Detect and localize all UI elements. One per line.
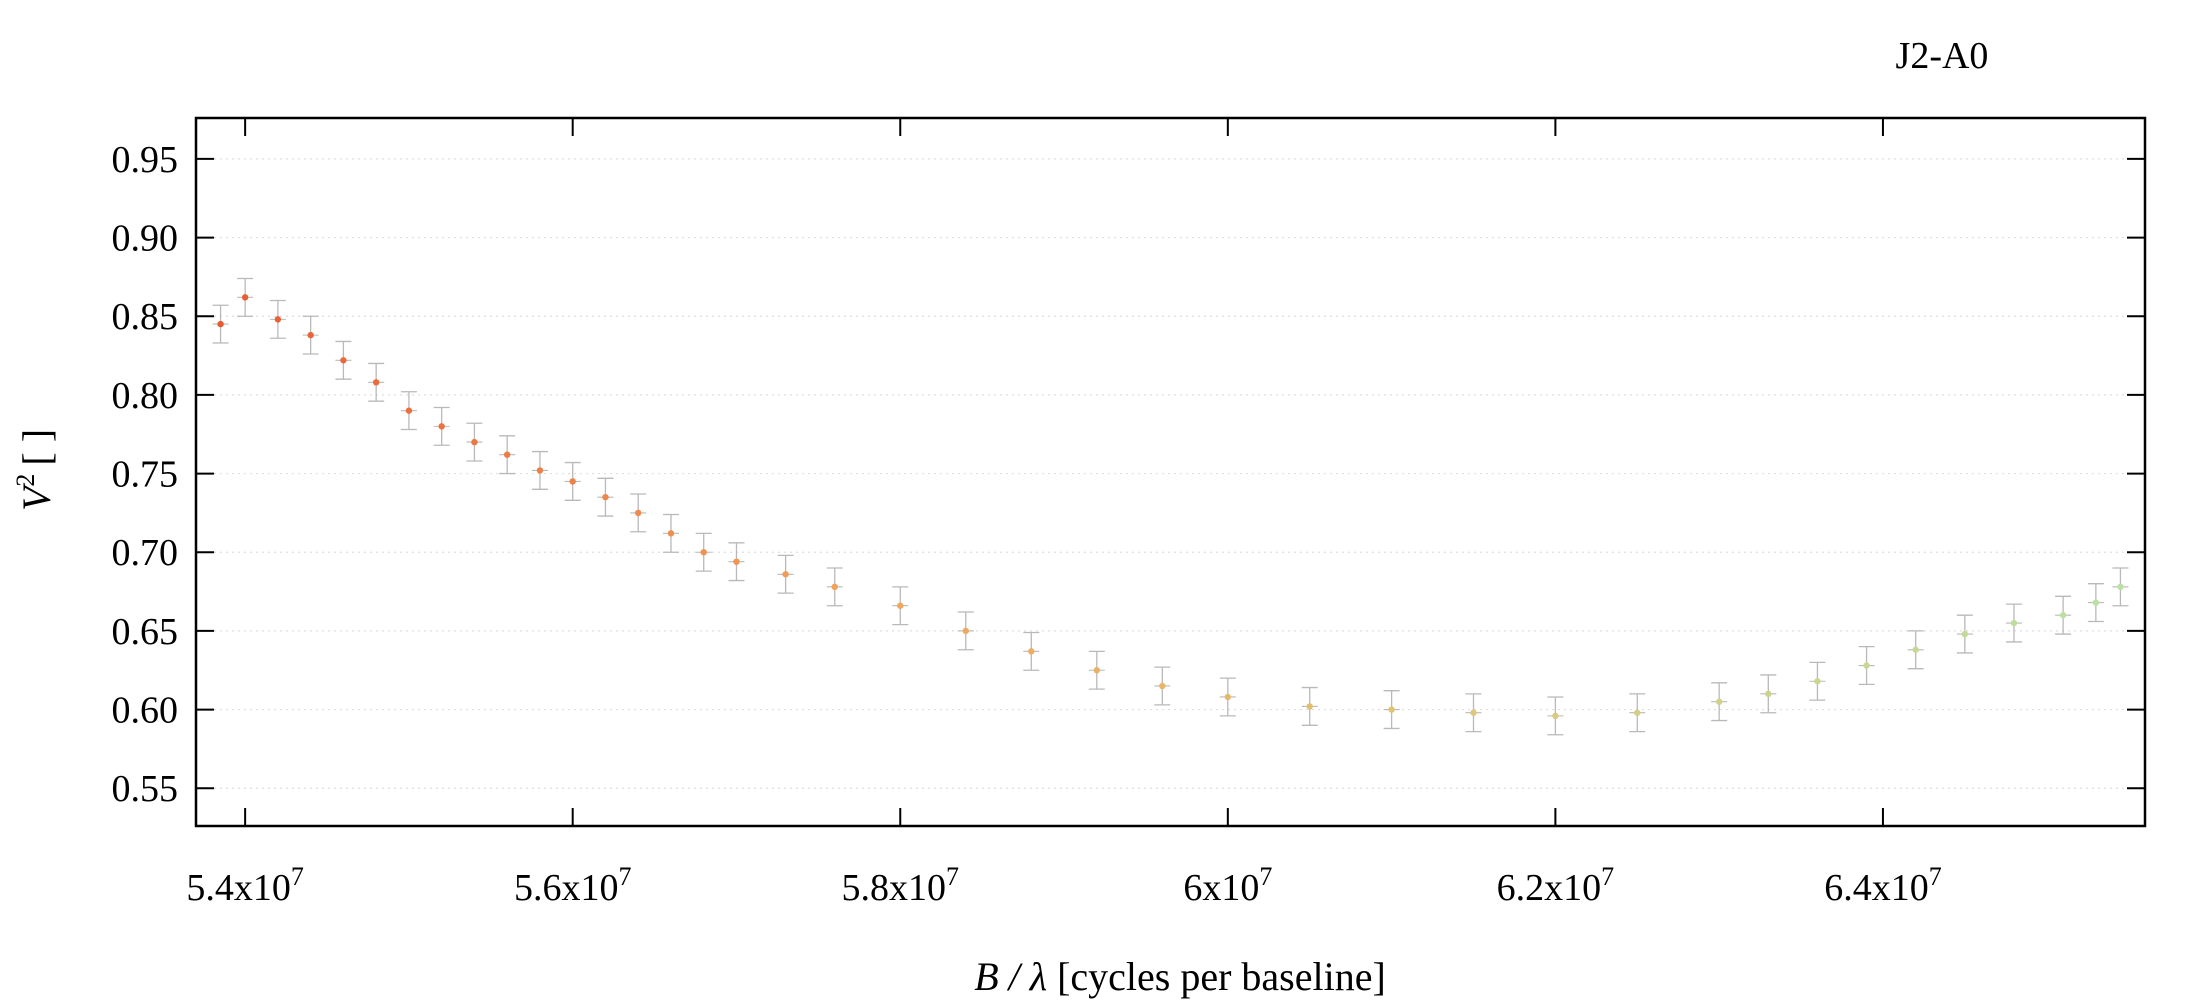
y-tick-label: 0.95 [112,139,179,181]
data-point [274,316,282,323]
x-tick-exponent: 7 [946,862,959,891]
plot-frame [194,116,2147,828]
x-tick-exponent: 7 [291,862,304,891]
y-tick-label: 0.75 [112,454,179,496]
data-point [307,331,314,339]
y-axis-title: V2 [ ] [11,429,59,511]
data-point [831,583,838,591]
y-tick-label: 0.90 [112,218,179,260]
grid-lines [196,158,2145,789]
data-point [700,549,707,556]
data-point [1634,709,1641,716]
data-point [1470,709,1477,716]
data-point [782,571,789,578]
y-axis-variable: V [14,482,59,511]
x-tick-mantissa: 6.4x10 [1824,867,1929,909]
data-point [1552,712,1559,720]
error-bars [212,277,2129,736]
data-point [2092,599,2100,606]
data-points [217,294,2124,720]
data-point [1814,678,1821,685]
data-point [635,509,642,517]
data-point [1863,662,1870,669]
x-tick-label: 6.4x107 [1824,862,1942,909]
y-tick-label: 0.70 [112,532,179,574]
data-point [2117,583,2124,591]
data-point [1306,703,1313,710]
data-point [1028,648,1035,655]
data-point [340,357,347,364]
x-axis-units: [cycles per baseline] [1057,954,1386,999]
x-tick-label: 6x107 [1183,862,1272,909]
data-point [2010,619,2018,627]
x-tick-label: 6.2x107 [1497,862,1615,909]
x-tick-mantissa: 6x10 [1183,867,1259,909]
x-tick-exponent: 7 [1259,862,1272,891]
data-point [897,602,904,609]
data-point [733,558,740,565]
data-point [471,438,478,446]
x-tick-exponent: 7 [1929,862,1942,891]
chart-title: J2-A0 [1896,35,1989,77]
data-point [1715,698,1723,705]
x-tick-mantissa: 5.8x10 [842,867,947,909]
x-tick-label: 5.6x107 [514,862,632,909]
x-tick-label: 5.4x107 [186,862,304,909]
data-point [372,379,380,386]
y-tick-labels: 0.55 0.60 0.65 0.70 0.75 0.80 0.85 0.90 0.95 [112,139,179,810]
data-point [241,294,249,301]
x-tick-label: 5.8x107 [842,862,960,909]
data-point [667,530,675,537]
x-tick-mantissa: 5.6x10 [514,867,619,909]
axis-ticks [196,118,2145,826]
data-point [569,478,576,485]
x-tick-mantissa: 6.2x10 [1497,867,1602,909]
data-point [2059,611,2067,619]
data-point [1224,693,1232,701]
x-tick-exponent: 7 [1601,862,1614,891]
y-tick-label: 0.55 [112,768,179,810]
data-point [503,451,511,458]
data-point [536,467,544,474]
y-tick-label: 0.60 [112,690,179,732]
data-point [962,627,969,635]
data-point [602,493,609,501]
y-tick-label: 0.65 [112,611,179,653]
data-point [405,407,413,414]
data-point [217,320,224,328]
x-axis-variable: B / λ [974,954,1047,999]
y-tick-label: 0.85 [112,296,179,338]
y-axis-units: [ ] [14,429,59,466]
y-tick-label: 0.80 [112,375,179,417]
y-axis-superscript: 2 [11,474,40,487]
x-tick-mantissa: 5.4x10 [186,867,291,909]
data-point [1093,667,1100,674]
data-point [1961,630,1969,638]
x-axis-title: B / λ [cycles per baseline] [974,954,1386,999]
data-point [1388,706,1395,713]
x-tick-exponent: 7 [618,862,631,891]
data-point [1912,646,1919,653]
data-point [1765,690,1772,698]
data-point [1159,682,1166,690]
data-point [438,423,445,430]
x-tick-labels: 5.4x107 5.6x107 5.8x107 6x107 6.2x107 6.4x107 [186,862,1941,909]
